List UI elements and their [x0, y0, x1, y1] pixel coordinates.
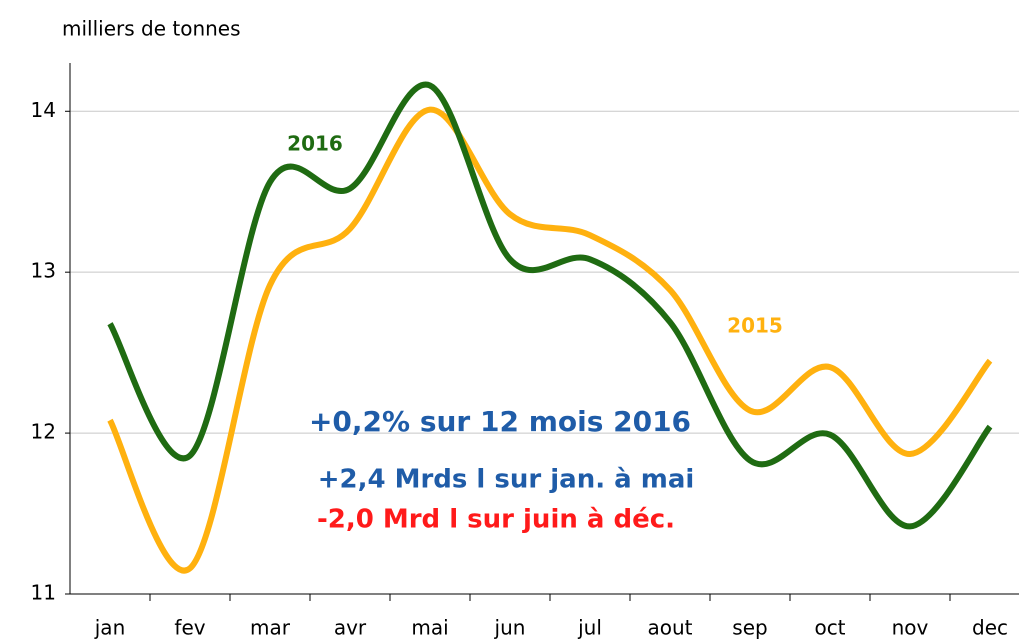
y-tick-label: 11 [31, 581, 56, 605]
x-tick-label: dec [972, 616, 1008, 640]
x-tick-label: jun [494, 616, 526, 640]
series-label: 2015 [727, 314, 783, 338]
x-tick-label: jan [94, 616, 126, 640]
x-tick-label: mar [250, 616, 291, 640]
annotation: +0,2% sur 12 mois 2016 [309, 405, 691, 438]
series-line [107, 106, 993, 574]
annotation: -2,0 Mrd l sur juin à déc. [317, 505, 675, 535]
series-line [107, 81, 993, 530]
y-axis-label: milliers de tonnes [62, 17, 241, 41]
y-tick-label: 14 [31, 98, 56, 122]
x-tick-label: sep [732, 616, 767, 640]
y-tick-label: 13 [31, 259, 56, 283]
y-tick-label: 12 [31, 420, 56, 444]
series-label: 2016 [287, 132, 343, 156]
x-tick-label: oct [814, 616, 845, 640]
x-tick-label: mai [411, 616, 448, 640]
x-tick-label: jul [577, 616, 602, 640]
x-tick-label: fev [174, 616, 205, 640]
x-tick-label: nov [892, 616, 929, 640]
annotation: +2,4 Mrds l sur jan. à mai [318, 465, 695, 495]
x-tick-label: avr [334, 616, 367, 640]
x-tick-label: aout [647, 616, 692, 640]
